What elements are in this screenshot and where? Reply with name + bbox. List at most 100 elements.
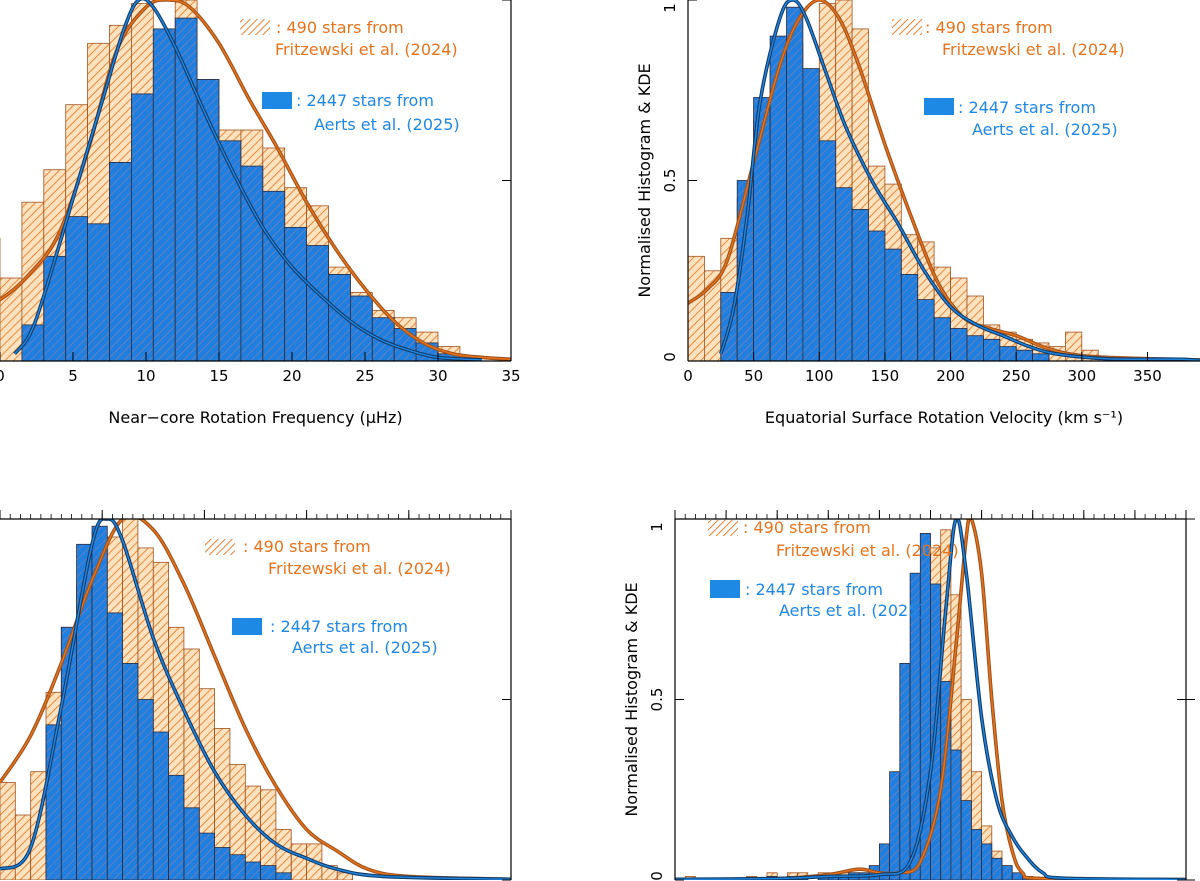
bar-aerts	[1011, 872, 1023, 880]
kde-group	[0, 519, 511, 880]
x-tick-label: 25	[355, 367, 374, 385]
legend-orange-ref: Fritzewski et al. (2024)	[776, 541, 959, 560]
bar-aerts	[868, 230, 886, 361]
legend-blue-count: : 2447 stars from	[958, 98, 1096, 117]
bar-aerts	[1001, 865, 1013, 880]
bar-aerts	[933, 317, 952, 361]
y-tick-label: 1	[648, 522, 666, 532]
x-tick-label: 150	[871, 367, 900, 385]
bar-aerts	[130, 93, 154, 361]
x-tick-label: 20	[282, 367, 301, 385]
y-axis-label: Normalised Histogram & KDE	[635, 63, 654, 297]
legend-orange-ref: Fritzewski et al. (2024)	[268, 559, 451, 578]
kde-group	[675, 519, 1186, 880]
x-tick-label: 250	[1002, 367, 1031, 385]
bar-fritzewski	[290, 843, 307, 880]
bar-aerts	[43, 255, 67, 361]
axes-group: 0 0.5 1 Normalised Histogram & KDE	[622, 510, 1195, 881]
bar-aerts	[214, 847, 231, 880]
legend-blue-ref: Aerts et al. (2025)	[779, 601, 925, 620]
bar-aerts	[306, 245, 329, 361]
x-axis-label: Equatorial Surface Rotation Velocity (km…	[765, 408, 1123, 427]
y-axis-label: Normalised Histogram & KDE	[622, 582, 641, 816]
kde-aerts-line	[720, 0, 1200, 361]
bar-fritzewski	[14, 814, 32, 880]
x-tick-label: 200	[936, 367, 965, 385]
x-tick-label: 10	[136, 367, 155, 385]
bar-aerts	[260, 865, 277, 880]
legend-blue-count: : 2447 stars from	[745, 580, 883, 599]
legend-orange-swatch	[892, 19, 922, 35]
bar-aerts	[971, 829, 983, 880]
axes-group: 0 5 10 15 20 25 30 35 Near−core Rotation Frequen…	[0, 0, 521, 427]
x-tick-label: 50	[744, 367, 763, 385]
bar-aerts	[122, 663, 139, 880]
legend-blue-ref: Aerts et al. (2025)	[292, 638, 438, 657]
kde-fritzewski-line	[0, 519, 511, 880]
legend-blue-swatch	[924, 98, 954, 115]
bar-aerts	[65, 216, 88, 361]
legend-blue-count: : 2447 stars from	[296, 91, 434, 110]
panel-lower-right: 0 0.5 1 Normalised Histogram & KDE : 490 st…	[622, 510, 1195, 881]
legend-blue-swatch	[232, 618, 262, 635]
legend: : 490 stars from Fritzewski et al. (2024…	[240, 18, 460, 134]
panel-surface-velocity: 0 50 100 150 200 250 300 350 0 0.5 1 Equatorial Sur…	[635, 0, 1200, 427]
bar-aerts	[106, 612, 124, 880]
legend-orange-count: : 490 stars from	[743, 518, 871, 537]
y-tick-label: 0	[661, 352, 679, 362]
bar-aerts	[950, 749, 962, 880]
y-tick-label: 0	[648, 871, 666, 881]
x-tick-label: 0	[0, 367, 5, 385]
bar-aerts	[802, 68, 820, 361]
legend-orange-swatch	[240, 19, 270, 35]
x-tick-label: 100	[805, 367, 834, 385]
bar-aerts	[284, 226, 308, 361]
legend: : 490 stars from Fritzewski et al. (2024…	[892, 18, 1125, 139]
legend-orange-ref: Fritzewski et al. (2024)	[942, 40, 1125, 59]
legend-orange-swatch	[205, 539, 235, 555]
legend-blue-count: : 2447 stars from	[270, 617, 408, 636]
bar-aerts	[168, 774, 185, 880]
bar-aerts	[275, 872, 292, 880]
bar-aerts	[991, 857, 1003, 880]
bar-aerts	[960, 800, 972, 880]
bar-fritzewski	[688, 255, 705, 361]
kde-fritzewski-line	[675, 519, 1186, 880]
legend-orange-ref: Fritzewski et al. (2024)	[275, 40, 458, 59]
legend-blue-swatch	[262, 92, 292, 109]
kde-group	[0, 0, 511, 361]
bars-group	[0, 519, 353, 880]
panel-rotation-frequency: 0 5 10 15 20 25 30 35 Near−core Rotation Frequen…	[0, 0, 521, 427]
bar-aerts	[262, 190, 286, 361]
x-tick-label: 300	[1068, 367, 1097, 385]
bar-aerts	[889, 771, 901, 880]
bar-aerts	[137, 699, 154, 880]
bar-aerts	[981, 843, 993, 880]
kde-aerts-line	[0, 519, 511, 880]
y-tick-label: 0.5	[661, 169, 679, 193]
y-tick-label: 0.5	[648, 688, 666, 712]
legend-blue-ref: Aerts et al. (2025)	[314, 115, 460, 134]
legend-orange-count: : 490 stars from	[276, 18, 404, 37]
bar-aerts	[786, 6, 804, 361]
x-tick-label: 0	[683, 367, 693, 385]
x-axis-label: Near−core Rotation Frequency (μHz)	[108, 408, 402, 427]
x-tick-label: 35	[501, 367, 520, 385]
bar-aerts	[76, 543, 93, 880]
legend-orange-count: : 490 stars from	[925, 18, 1053, 37]
bar-aerts	[999, 346, 1017, 361]
bar-aerts	[109, 161, 132, 361]
bar-aerts	[851, 208, 869, 361]
bar-aerts	[244, 861, 262, 880]
axes-group: 0 50 100 150 200 250 300 350 0 0.5 1 Equatorial Sur…	[635, 0, 1200, 427]
bars-group	[688, 0, 1099, 361]
kde-aerts-line	[675, 519, 1186, 880]
bar-aerts	[183, 807, 200, 880]
bar-aerts	[983, 338, 1001, 361]
bar-aerts	[835, 187, 853, 361]
legend-orange-swatch	[708, 520, 738, 536]
axes-group	[0, 510, 512, 881]
x-tick-label: 15	[209, 367, 228, 385]
x-tick-label: 350	[1133, 367, 1162, 385]
